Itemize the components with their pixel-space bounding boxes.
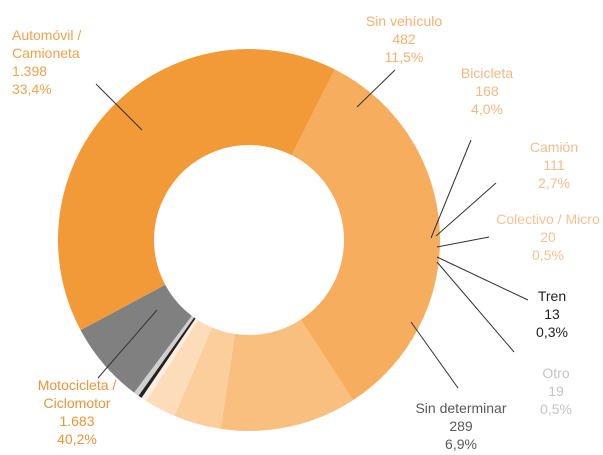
donut-slice [146, 320, 212, 416]
label-count: 168 [475, 83, 499, 99]
donut-slice [141, 318, 198, 402]
label-category: Sin determinar [415, 400, 507, 416]
label-count: 13 [544, 306, 560, 322]
label-percentage: 33,4% [12, 81, 52, 97]
label-percentage: 0,5% [540, 401, 572, 417]
donut-slice [134, 315, 195, 396]
donut-slice [58, 48, 335, 331]
slice-label: Sin vehículo 482 11,5% [349, 12, 459, 66]
slice-label: Tren 13 0,3% [497, 287, 603, 341]
label-count: 1.683 [59, 413, 95, 429]
leader-line [435, 182, 497, 237]
leader-line [356, 69, 396, 108]
slice-label: Camión 111 2,7% [499, 138, 603, 192]
label-count: 482 [392, 31, 416, 47]
label-category: Sin vehículo [365, 13, 443, 29]
donut-slice [220, 319, 353, 431]
slice-label: Otro 19 0,5% [501, 364, 603, 418]
label-count: 111 [543, 157, 565, 173]
label-count: 19 [548, 383, 564, 399]
slice-label: Automóvil / Camioneta 1.398 33,4% [12, 26, 112, 98]
leader-line [410, 321, 459, 389]
label-category: Camión [529, 139, 579, 155]
label-count: 20 [540, 229, 556, 245]
slice-label: Motocicleta / Ciclomotor 1.683 40,2% [22, 376, 132, 448]
slice-label: Colectivo / Micro 20 0,5% [478, 210, 603, 264]
leader-line [436, 256, 529, 301]
label-percentage: 6,9% [445, 436, 477, 452]
leader-line [430, 139, 472, 239]
donut-slice [174, 327, 235, 429]
label-count: 1.398 [12, 63, 48, 79]
label-category: Colectivo / Micro [496, 211, 600, 227]
label-category: Automóvil / Camioneta [12, 27, 82, 61]
label-percentage: 4,0% [471, 101, 503, 117]
label-percentage: 0,5% [532, 247, 564, 263]
leader-line [436, 236, 490, 248]
label-percentage: 11,5% [384, 49, 424, 65]
donut-slice [291, 69, 440, 401]
label-percentage: 2,7% [538, 175, 570, 191]
donut-slice [138, 317, 196, 398]
slice-label: Bicicleta 168 4,0% [432, 64, 542, 118]
label-percentage: 0,3% [536, 324, 568, 340]
leader-line [97, 309, 158, 379]
slice-label: Sin determinar 289 6,9% [396, 399, 526, 453]
label-percentage: 40,2% [57, 431, 97, 447]
label-category: Otro [542, 365, 570, 381]
label-count: 289 [449, 418, 473, 434]
leader-line [436, 261, 515, 353]
label-category: Motocicleta / Ciclomotor [37, 377, 117, 411]
label-category: Tren [537, 288, 567, 304]
leader-line [95, 83, 143, 131]
label-category: Bicicleta [460, 65, 514, 81]
